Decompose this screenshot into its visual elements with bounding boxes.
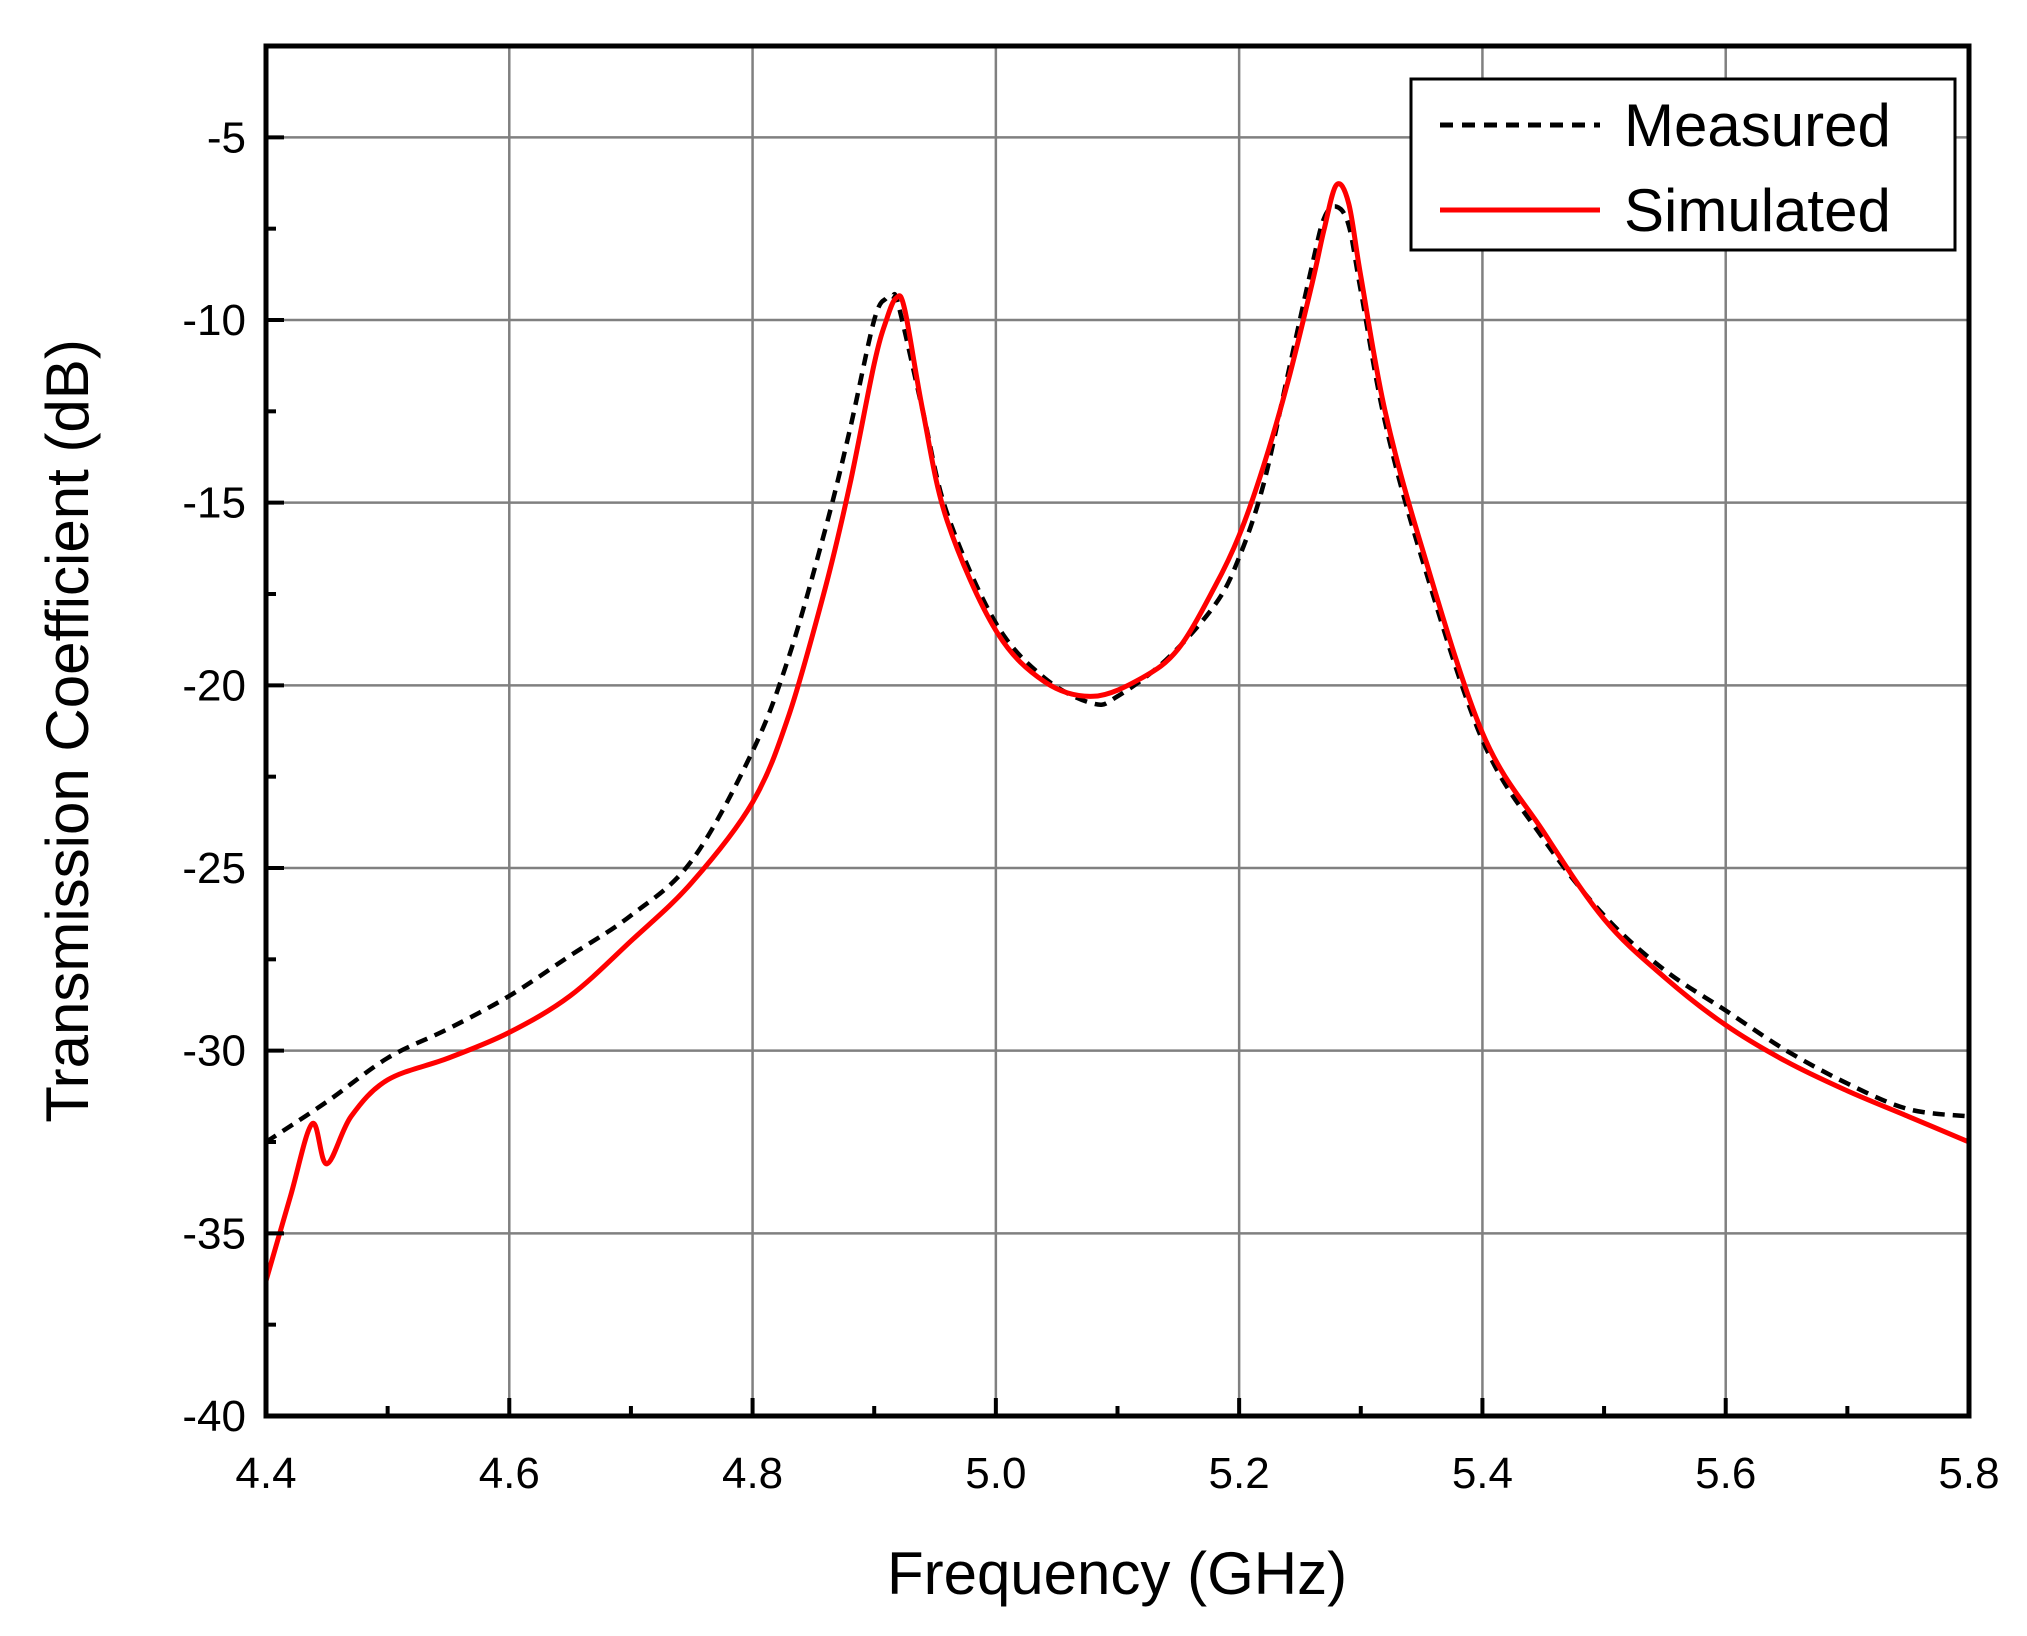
grid (266, 46, 1969, 1416)
x-tick-label: 5.8 (1938, 1449, 1999, 1498)
tick-labels: 4.4 4.6 4.8 5.0 5.2 5.4 5.6 5.8 -40 -35 -30 -25 -20 -… (182, 113, 1999, 1498)
y-tick-label: -5 (207, 113, 246, 162)
ticks (264, 135, 1971, 1418)
y-tick-label: -40 (182, 1392, 246, 1441)
legend-label-simulated: Simulated (1624, 177, 1891, 244)
y-tick-label: -25 (182, 844, 246, 893)
series-simulated-line (263, 181, 1970, 1282)
plot-background (266, 46, 1969, 1416)
legend-label-measured: Measured (1624, 92, 1891, 159)
series-layer (263, 181, 1970, 1282)
y-tick-label: -15 (182, 479, 246, 528)
y-axis-title: Transmission Coefficient (dB) (34, 339, 101, 1123)
x-tick-label: 5.0 (965, 1449, 1026, 1498)
y-tick-label: -10 (182, 296, 246, 345)
x-tick-label: 4.8 (722, 1449, 783, 1498)
legend-box (1409, 77, 1957, 252)
x-tick-label: 5.4 (1452, 1449, 1513, 1498)
x-tick-label: 5.6 (1695, 1449, 1756, 1498)
x-tick-label: 4.6 (479, 1449, 540, 1498)
y-tick-label: -20 (182, 661, 246, 710)
x-tick-label: 5.2 (1209, 1449, 1270, 1498)
y-tick-label: -30 (182, 1027, 246, 1076)
y-tick-label: -35 (182, 1209, 246, 1258)
x-tick-label: 4.4 (235, 1449, 296, 1498)
series-measured-line (264, 204, 1970, 1144)
x-axis-title: Frequency (GHz) (887, 1540, 1347, 1607)
legend: Measured Simulated (1409, 77, 1957, 252)
